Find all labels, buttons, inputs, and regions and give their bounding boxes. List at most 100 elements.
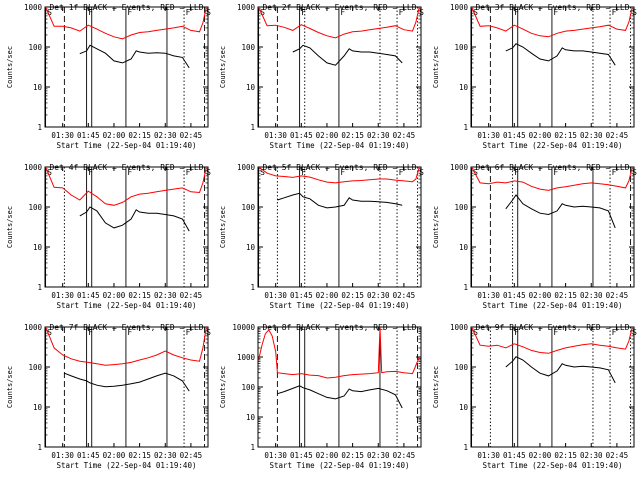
x-tick-label: 01:30 — [477, 291, 500, 300]
time-marker-label: F — [127, 8, 132, 17]
time-marker-label: S — [206, 8, 211, 17]
x-tick-label: 01:45 — [503, 131, 526, 140]
y-tick-label: 1 — [250, 283, 255, 292]
x-tick-label: 02:00 — [529, 451, 552, 460]
detector-panel-4: Det 4f BLACK = Events, RED = LLD11010010… — [6, 163, 211, 310]
time-marker-label: F — [514, 168, 519, 177]
x-tick-label: 02:15 — [341, 291, 364, 300]
y-tick-label: 100 — [28, 43, 42, 52]
time-marker-label: F — [553, 8, 558, 17]
x-tick-label: 02:30 — [367, 291, 390, 300]
y-tick-label: 1000 — [450, 3, 469, 12]
x-tick-label: 02:45 — [606, 451, 629, 460]
x-tick-label: 02:00 — [529, 131, 552, 140]
x-tick-label: 02:30 — [580, 451, 603, 460]
x-tick-label: 01:30 — [264, 131, 287, 140]
time-marker-label: S — [260, 8, 265, 17]
x-tick-label: 01:45 — [77, 131, 100, 140]
time-marker-label: S — [473, 8, 478, 17]
plot-frame — [257, 6, 422, 128]
detector-panel-7: Det 7f BLACK = Events, RED = LLD11010010… — [6, 323, 211, 470]
detector-panel-1: Det 1f BLACK = Events, RED = LLD11010010… — [6, 3, 211, 150]
series-events-line — [64, 372, 190, 392]
plot-frame — [470, 6, 635, 128]
plot-frame — [257, 326, 422, 448]
time-marker-label: F — [612, 168, 617, 177]
y-tick-label: 10 — [33, 83, 43, 92]
y-tick-label: 100 — [454, 363, 468, 372]
y-tick-label: 10 — [246, 413, 256, 422]
series-events-line — [505, 43, 616, 66]
x-tick-label: 02:15 — [554, 451, 577, 460]
x-tick-label: 02:15 — [128, 131, 151, 140]
x-tick-label: 01:45 — [503, 451, 526, 460]
series-lld-line — [258, 6, 420, 39]
x-tick-label: 01:30 — [264, 451, 287, 460]
y-tick-label: 1000 — [24, 323, 43, 332]
y-axis-label: Counts/sec — [432, 366, 440, 408]
plot-frame — [257, 166, 422, 288]
x-tick-label: 01:45 — [290, 131, 313, 140]
y-tick-label: 1 — [463, 123, 468, 132]
time-marker-label: F — [127, 168, 132, 177]
y-axis-label: Counts/sec — [432, 46, 440, 88]
series-events-line — [277, 385, 403, 409]
time-marker-label: S — [47, 328, 52, 337]
y-tick-label: 10 — [459, 243, 469, 252]
y-tick-label: 10 — [246, 83, 256, 92]
x-tick-label: 01:30 — [264, 291, 287, 300]
plot-frame — [470, 326, 635, 448]
x-tick-label: 02:45 — [180, 451, 203, 460]
time-marker-label: S — [47, 8, 52, 17]
x-tick-label: 02:30 — [580, 291, 603, 300]
time-marker-label: F — [514, 328, 519, 337]
y-tick-label: 1 — [250, 443, 255, 452]
y-tick-label: 1000 — [237, 163, 256, 172]
series-lld-line — [258, 326, 420, 379]
x-tick-label: 02:45 — [180, 291, 203, 300]
y-tick-label: 100 — [241, 383, 255, 392]
detector-panel-3: Det 3f BLACK = Events, RED = LLD11010010… — [432, 3, 637, 150]
series-lld-line — [45, 166, 207, 206]
y-tick-label: 100 — [241, 203, 255, 212]
y-axis-label: Counts/sec — [219, 46, 227, 88]
x-tick-label: 02:45 — [180, 131, 203, 140]
x-tick-label: 01:45 — [290, 291, 313, 300]
time-marker-label: F — [301, 8, 306, 17]
y-tick-label: 1 — [37, 123, 42, 132]
series-lld-line — [258, 166, 420, 184]
time-marker-label: S — [206, 328, 211, 337]
series-events-line — [292, 44, 403, 66]
x-tick-label: 02:00 — [103, 291, 126, 300]
plot-frame — [44, 6, 209, 128]
detector-panel-6: Det 6f BLACK = Events, RED = LLD11010010… — [432, 163, 637, 310]
time-marker-label: F — [88, 328, 93, 337]
x-tick-label: 02:45 — [606, 131, 629, 140]
detector-panel-5: Det 5f BLACK = Events, RED = LLD11010010… — [219, 163, 424, 310]
x-tick-label: 01:30 — [477, 131, 500, 140]
x-tick-label: 02:00 — [103, 131, 126, 140]
x-tick-label: 01:45 — [77, 451, 100, 460]
x-tick-label: 02:30 — [367, 451, 390, 460]
x-axis-label: Start Time (22-Sep-04 01:19:40) — [483, 461, 623, 470]
series-lld-line — [45, 326, 207, 366]
x-tick-label: 02:45 — [393, 291, 416, 300]
x-tick-label: 01:45 — [503, 291, 526, 300]
time-marker-label: S — [419, 8, 424, 17]
series-lld-line — [471, 326, 633, 354]
y-tick-label: 10 — [459, 403, 469, 412]
time-marker-label: S — [260, 168, 265, 177]
series-events-line — [79, 206, 190, 232]
time-marker-label: F — [340, 8, 345, 17]
x-tick-label: 02:15 — [554, 131, 577, 140]
time-marker-label: S — [47, 168, 52, 177]
x-tick-label: 02:45 — [393, 451, 416, 460]
series-events-line — [79, 44, 190, 69]
detector-panel-8: Det 8f BLACK = Events, RED = LLD11010010… — [219, 323, 422, 470]
y-axis-label: Counts/sec — [219, 366, 227, 408]
x-tick-label: 02:45 — [606, 291, 629, 300]
x-tick-label: 02:15 — [128, 451, 151, 460]
series-events-line — [505, 194, 616, 229]
time-marker-label: F — [127, 328, 132, 337]
time-marker-label: F — [399, 8, 404, 17]
